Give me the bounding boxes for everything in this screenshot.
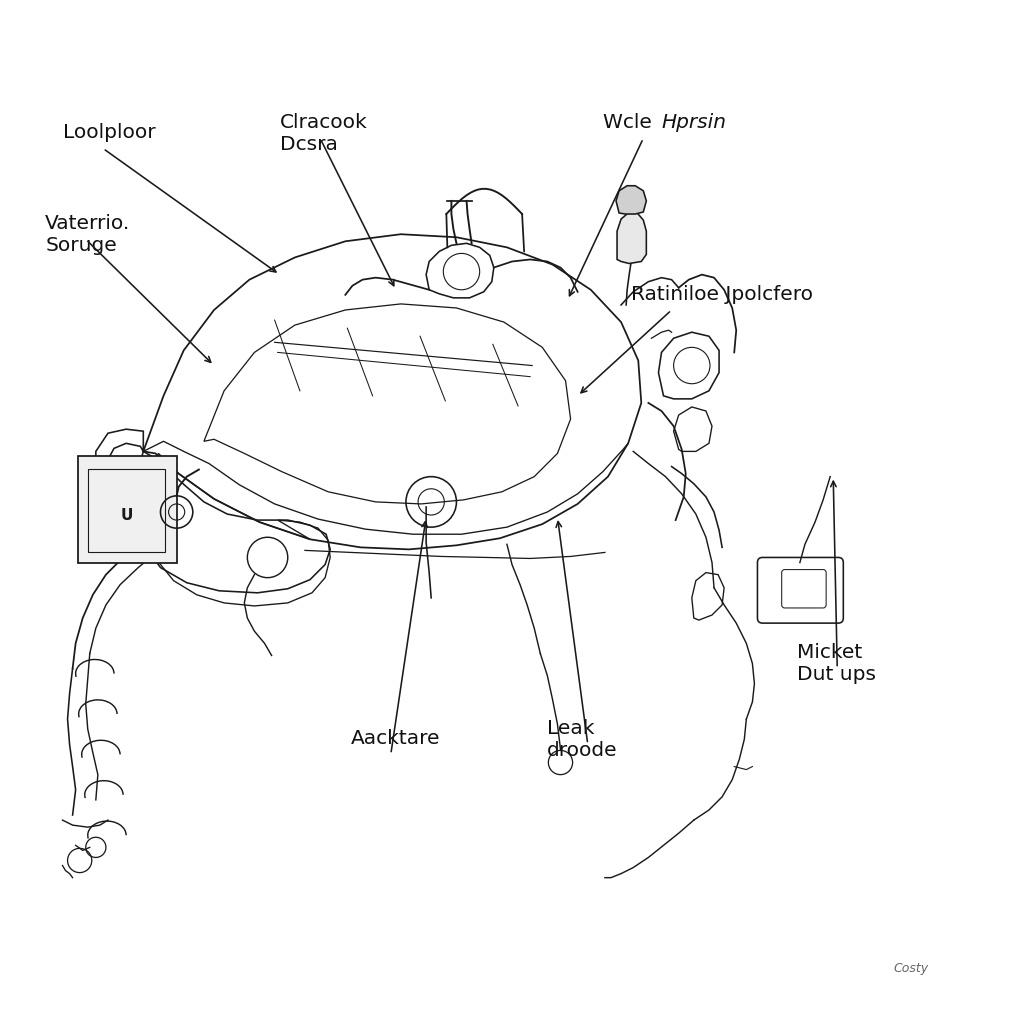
Polygon shape [616,185,646,214]
Text: Costy: Costy [894,962,929,975]
FancyBboxPatch shape [78,457,177,562]
Text: Wcle: Wcle [603,113,658,132]
Text: Micket
Dut ups: Micket Dut ups [797,643,876,684]
Text: Aacktare: Aacktare [350,729,440,749]
Text: Leak
droode: Leak droode [548,719,617,760]
Text: Clracook
Dcsra: Clracook Dcsra [280,113,368,154]
Text: Ratiniloe Jpolcfero: Ratiniloe Jpolcfero [631,285,813,304]
Text: U: U [121,508,133,522]
Polygon shape [617,213,646,263]
Text: Vaterrio.
Soruge: Vaterrio. Soruge [45,214,131,255]
Text: Loolploor: Loolploor [62,123,155,142]
Text: Hprsin: Hprsin [662,113,726,132]
Bar [88,469,165,552]
